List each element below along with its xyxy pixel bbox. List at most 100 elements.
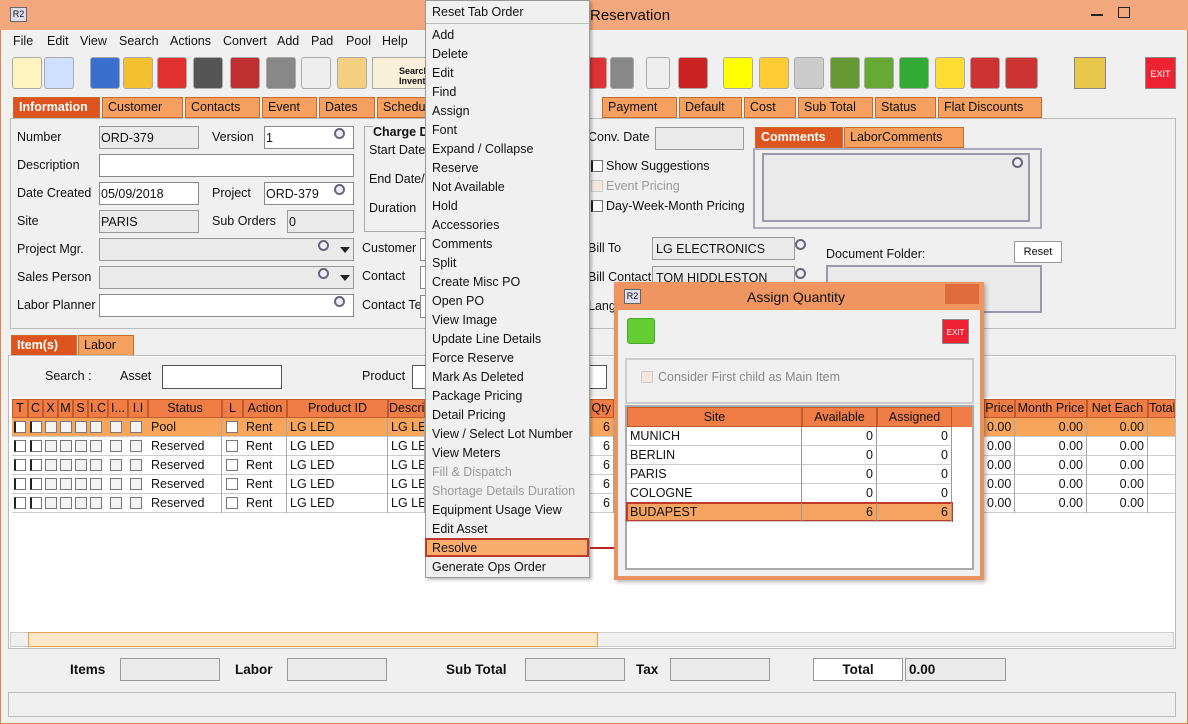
- scrollbar-thumb[interactable]: [28, 632, 598, 647]
- checkbox[interactable]: [90, 459, 102, 471]
- checkbox[interactable]: [14, 459, 26, 471]
- menu-item[interactable]: Pad: [311, 34, 334, 48]
- context-menu-item[interactable]: Expand / Collapse: [432, 142, 534, 156]
- context-menu-item[interactable]: View / Select Lot Number: [432, 427, 573, 441]
- toolbar-button[interactable]: [123, 57, 153, 89]
- toolbar-button[interactable]: [759, 57, 789, 89]
- context-menu-item[interactable]: View Meters: [432, 446, 501, 460]
- checkbox[interactable]: [14, 478, 26, 490]
- text-field[interactable]: [99, 294, 354, 317]
- table-cell[interactable]: 0: [802, 427, 877, 446]
- context-menu-item[interactable]: View Image: [432, 313, 498, 327]
- context-menu-item[interactable]: Resolve: [432, 541, 478, 555]
- menu-item[interactable]: View: [80, 34, 107, 48]
- table-cell[interactable]: 0: [877, 446, 952, 465]
- checkbox[interactable]: [641, 371, 653, 383]
- context-menu-item[interactable]: Update Line Details: [432, 332, 542, 346]
- tab[interactable]: Payment: [602, 97, 677, 118]
- checkbox[interactable]: [30, 440, 42, 452]
- checkbox[interactable]: [591, 180, 603, 192]
- checkbox[interactable]: [60, 497, 72, 509]
- toolbar-button[interactable]: [830, 57, 860, 89]
- checkbox[interactable]: [591, 160, 603, 172]
- ok-button[interactable]: [627, 318, 655, 344]
- toolbar-button[interactable]: [935, 57, 965, 89]
- context-menu-item[interactable]: Equipment Usage View: [432, 503, 562, 517]
- checkbox[interactable]: [226, 478, 238, 490]
- text-field[interactable]: [99, 154, 354, 177]
- table-cell[interactable]: 6: [802, 503, 877, 522]
- context-menu-item[interactable]: Package Pricing: [432, 389, 523, 403]
- table-cell[interactable]: BUDAPEST: [627, 503, 802, 522]
- checkbox[interactable]: [110, 497, 122, 509]
- checkbox[interactable]: [226, 497, 238, 509]
- toolbar-button[interactable]: [646, 57, 670, 89]
- checkbox[interactable]: [14, 497, 26, 509]
- toolbar-button[interactable]: [44, 57, 74, 89]
- reset-button[interactable]: Reset: [1014, 241, 1062, 263]
- tab[interactable]: Status: [875, 97, 936, 118]
- context-menu-item[interactable]: Font: [432, 123, 458, 137]
- checkbox[interactable]: [90, 421, 102, 433]
- toolbar-button[interactable]: [90, 57, 120, 89]
- tab[interactable]: Comments: [755, 127, 843, 148]
- text-field[interactable]: LG ELECTRONICS: [652, 237, 795, 260]
- checkbox[interactable]: [226, 459, 238, 471]
- text-field[interactable]: 05/09/2018: [99, 182, 199, 205]
- tab[interactable]: Schedule: [377, 97, 440, 118]
- checkbox[interactable]: [90, 440, 102, 452]
- context-menu-item[interactable]: Comments: [432, 237, 493, 251]
- context-menu-item[interactable]: Not Available: [432, 180, 505, 194]
- context-menu-item[interactable]: Edit: [432, 66, 454, 80]
- context-menu-item[interactable]: Mark As Deleted: [432, 370, 524, 384]
- checkbox[interactable]: [45, 497, 57, 509]
- menu-item[interactable]: Help: [382, 34, 408, 48]
- toolbar-button[interactable]: [230, 57, 260, 89]
- checkbox[interactable]: [226, 421, 238, 433]
- tab[interactable]: Contacts: [185, 97, 260, 118]
- context-menu-item[interactable]: Reserve: [432, 161, 479, 175]
- text-field[interactable]: 0: [287, 210, 354, 233]
- toolbar-button[interactable]: [12, 57, 42, 89]
- toolbar-button[interactable]: [678, 57, 708, 89]
- table-cell[interactable]: 0: [877, 465, 952, 484]
- checkbox[interactable]: [45, 459, 57, 471]
- checkbox[interactable]: [90, 497, 102, 509]
- checkbox-label[interactable]: Day-Week-Month Pricing: [606, 199, 745, 213]
- toolbar-button[interactable]: [899, 57, 929, 89]
- table-cell[interactable]: COLOGNE: [627, 484, 802, 503]
- table-cell[interactable]: BERLIN: [627, 446, 802, 465]
- search-inventory-button[interactable]: Search Inventory: [372, 57, 426, 89]
- comments-textarea[interactable]: [762, 153, 1030, 222]
- table-cell[interactable]: 0: [802, 484, 877, 503]
- toolbar-button[interactable]: [193, 57, 223, 89]
- checkbox[interactable]: [14, 421, 26, 433]
- tab[interactable]: Information: [13, 97, 100, 118]
- checkbox[interactable]: [60, 459, 72, 471]
- context-menu-item[interactable]: Shortage Details Duration: [432, 484, 576, 498]
- context-menu-item[interactable]: Delete: [432, 47, 469, 61]
- context-menu-item[interactable]: Fill & Dispatch: [432, 465, 512, 479]
- toolbar-button[interactable]: [301, 57, 331, 89]
- search-field[interactable]: [162, 365, 282, 389]
- toolbar-button[interactable]: [794, 57, 824, 89]
- checkbox[interactable]: [110, 440, 122, 452]
- checkbox[interactable]: [130, 497, 142, 509]
- context-menu-item[interactable]: Detail Pricing: [432, 408, 506, 422]
- checkbox[interactable]: [110, 478, 122, 490]
- tab[interactable]: Customer: [102, 97, 183, 118]
- menu-item[interactable]: File: [13, 34, 34, 48]
- context-menu-item[interactable]: Hold: [432, 199, 458, 213]
- toolbar-button[interactable]: [864, 57, 894, 89]
- checkbox[interactable]: [90, 478, 102, 490]
- tab[interactable]: LaborComments: [844, 127, 964, 148]
- toolbar-button[interactable]: [723, 57, 753, 89]
- dialog-exit-button[interactable]: EXIT: [942, 319, 969, 344]
- checkbox[interactable]: [14, 440, 26, 452]
- menu-item[interactable]: Actions: [170, 34, 211, 48]
- toolbar-button[interactable]: [266, 57, 296, 89]
- checkbox-label[interactable]: Consider First child as Main Item: [658, 370, 841, 384]
- checkbox[interactable]: [60, 478, 72, 490]
- checkbox[interactable]: [75, 440, 87, 452]
- tab[interactable]: Sub Total: [798, 97, 873, 118]
